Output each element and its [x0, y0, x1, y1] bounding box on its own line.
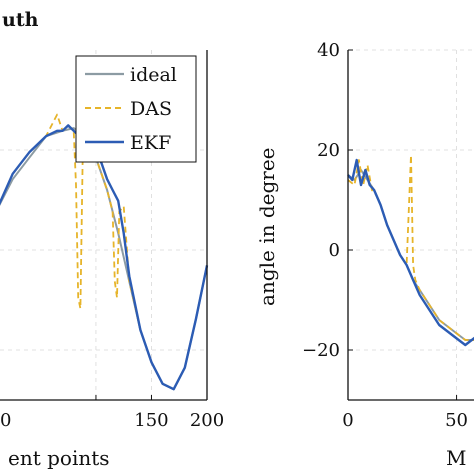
- right-x-axis-label: M: [446, 446, 466, 470]
- left-axes: [0, 50, 208, 401]
- right-y-axis-label: angle in degree: [255, 147, 279, 306]
- right-xtick-label-1: 50: [445, 410, 468, 431]
- left-panel-title: uth: [2, 9, 39, 31]
- right-y-ticks: 40 20 0 −20: [302, 40, 353, 361]
- left-series-ekf: [0, 124, 209, 391]
- right-ytick-label-2: 0: [329, 240, 340, 261]
- right-series-group: [347, 154, 474, 347]
- legend-label-ekf: EKF: [130, 132, 171, 154]
- right-xtick-label-0: 0: [342, 410, 353, 431]
- right-grid: [347, 49, 474, 400]
- left-xtick-label-0: 0: [0, 410, 11, 431]
- left-xtick-label-2: 200: [190, 410, 224, 431]
- left-xtick-label-1: 150: [134, 410, 168, 431]
- legend: ideal DAS EKF: [75, 55, 197, 163]
- legend-label-ideal: ideal: [130, 64, 177, 86]
- right-axes: [347, 50, 474, 401]
- right-x-ticks: 0 50: [342, 395, 468, 431]
- right-ytick-label-1: 20: [317, 140, 340, 161]
- right-series-ekf: [347, 158, 474, 347]
- right-ytick-label-0: 40: [317, 40, 340, 61]
- right-series-das: [347, 154, 474, 341]
- legend-label-das: DAS: [130, 98, 172, 120]
- left-x-ticks: 0 150 200: [0, 395, 224, 431]
- right-series-ideal: [347, 169, 474, 341]
- left-x-axis-label: ent points: [8, 446, 110, 470]
- left-panel: uth 0 150 200 ent points ideal DAS EKF: [0, 9, 224, 470]
- right-panel: 0 50 40 20 0 −20 angle in degree M: [255, 40, 474, 470]
- right-ytick-label-3: −20: [302, 340, 340, 361]
